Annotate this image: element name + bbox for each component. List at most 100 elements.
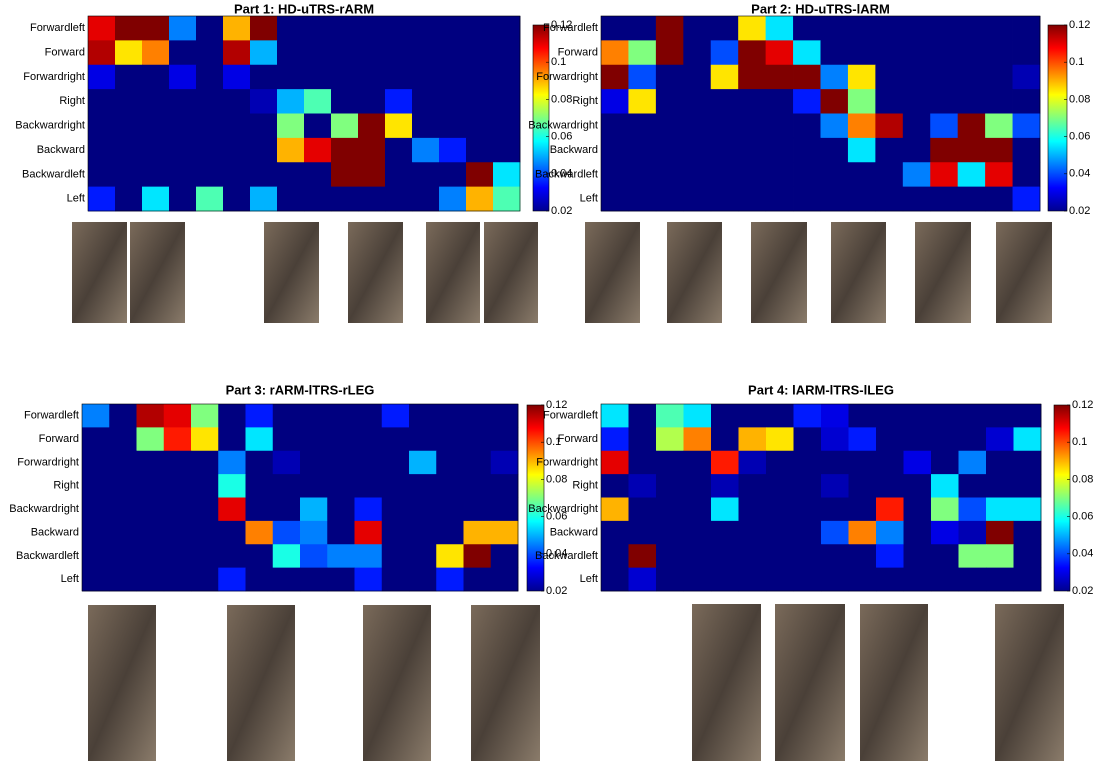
heatmap-cell (409, 427, 437, 451)
heatmap-cell (327, 498, 355, 522)
row-label: Backward (550, 144, 598, 156)
heatmap-cell (439, 138, 466, 163)
heatmap-cell (711, 568, 739, 592)
heatmap-cell (739, 568, 767, 592)
heatmap-cell (930, 40, 958, 65)
heatmap-cell (409, 474, 437, 498)
heatmap-cell (436, 521, 464, 545)
heatmap-cell (82, 474, 110, 498)
heatmap-cell (109, 544, 137, 568)
heatmap-cell (794, 404, 822, 428)
heatmap-cell (464, 544, 492, 568)
heatmap-cell (1013, 65, 1041, 90)
heatmap-cell (766, 544, 794, 568)
heatmap-cell (277, 89, 304, 114)
heatmap-cell (88, 89, 115, 114)
heatmap-cell (684, 568, 712, 592)
row-label: Backwardright (528, 503, 598, 515)
heatmap-cell (464, 498, 492, 522)
heatmap-cell (277, 16, 304, 41)
heatmap-cell (493, 65, 520, 90)
row-label: Right (572, 480, 598, 492)
heatmap-cell (629, 544, 657, 568)
heatmap-cell (223, 65, 250, 90)
heatmap-cell (464, 568, 492, 592)
heatmap-cell (355, 451, 383, 475)
heatmap-cell (849, 568, 877, 592)
heatmap-cell (191, 474, 219, 498)
heatmap-cell (439, 114, 466, 139)
heatmap-cell (109, 568, 137, 592)
heatmap-cell (656, 521, 684, 545)
heatmap-cell (355, 544, 383, 568)
colorbar-tick-label: 0.06 (551, 131, 572, 143)
heatmap-cell (848, 89, 876, 114)
heatmap-cell (109, 474, 137, 498)
heatmap-cell (849, 474, 877, 498)
heatmap-cell (115, 114, 142, 139)
heatmap-cell (601, 521, 629, 545)
heatmap-cell (169, 138, 196, 163)
heatmap-cell (88, 187, 115, 212)
colorbar-tick-label: 0.06 (1072, 511, 1093, 523)
heatmap-cell (464, 451, 492, 475)
heatmap-cell (491, 498, 519, 522)
heatmap-cell (493, 138, 520, 163)
heatmap-cell (164, 568, 192, 592)
heatmap-cell (218, 427, 246, 451)
heatmap-cell (656, 498, 684, 522)
heatmap-cell (196, 65, 223, 90)
heatmap-cell (959, 427, 987, 451)
colorbar (1054, 405, 1070, 591)
heatmap-cell (331, 114, 358, 139)
heatmap-cell (793, 89, 821, 114)
heatmap-cell (821, 568, 849, 592)
heatmap-cell (191, 404, 219, 428)
heatmap-cell (821, 474, 849, 498)
heatmap-cell (164, 544, 192, 568)
heatmap-cell (246, 427, 274, 451)
heatmap-cell (250, 162, 277, 187)
heatmap-cell (142, 187, 169, 212)
row-label: Right (572, 95, 598, 107)
heatmap-cell (250, 40, 277, 65)
heatmap-cell (738, 138, 766, 163)
heatmap-cell (436, 568, 464, 592)
heatmap-cell (601, 162, 629, 187)
heatmap-cell (191, 544, 219, 568)
person-photo (88, 605, 156, 761)
heatmap-cell (273, 521, 301, 545)
heatmap-cell (601, 568, 629, 592)
heatmap-cell (137, 451, 165, 475)
row-label: Left (67, 193, 85, 205)
person-photo (264, 222, 319, 323)
heatmap-cell (464, 404, 492, 428)
heatmap-cell (358, 114, 385, 139)
heatmap-cell (931, 474, 959, 498)
heatmap-cell (986, 474, 1014, 498)
heatmap-cell (711, 40, 739, 65)
heatmap-cell (1014, 451, 1042, 475)
row-label: Forwardright (23, 71, 85, 83)
person-photo (995, 604, 1064, 761)
heatmap-cell (959, 474, 987, 498)
heatmap-cell (169, 114, 196, 139)
heatmap-cell (684, 427, 712, 451)
heatmap-cell (793, 187, 821, 212)
heatmap-cell (246, 451, 274, 475)
person-photo (130, 222, 185, 323)
heatmap-cell (464, 474, 492, 498)
row-label: Backwardright (15, 120, 85, 132)
heatmap-cell (629, 568, 657, 592)
heatmap-cell (601, 498, 629, 522)
heatmap-cell (986, 427, 1014, 451)
heatmap-cell (169, 65, 196, 90)
heatmap-cell (821, 427, 849, 451)
heatmap-cell (250, 65, 277, 90)
heatmap-cell (464, 521, 492, 545)
heatmap-cell (491, 521, 519, 545)
heatmap-cell (327, 427, 355, 451)
heatmap-cell (115, 65, 142, 90)
row-label: Left (580, 573, 598, 585)
heatmap-cell (849, 404, 877, 428)
